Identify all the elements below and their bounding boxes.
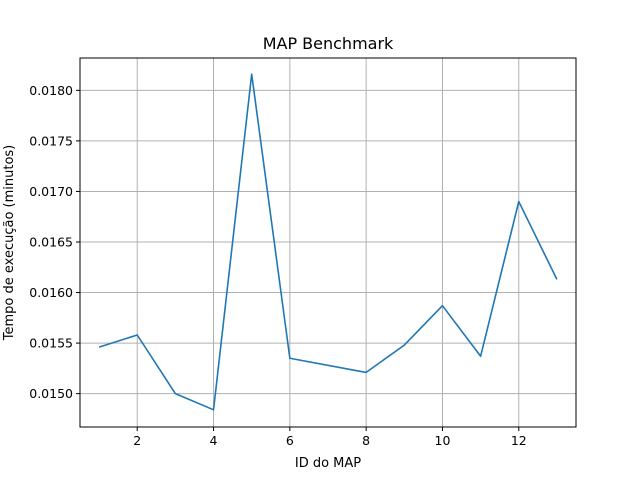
- plot-frame: [79, 57, 577, 428]
- x-tick-label: 6: [286, 433, 294, 448]
- x-axis: 2 4 6 8 10 12: [133, 427, 527, 448]
- y-axis: 0.0150 0.0155 0.0160 0.0165 0.0170 0.0175 0.01…: [29, 83, 80, 401]
- y-tick-label: 0.0180: [29, 83, 73, 98]
- y-tick-label: 0.0150: [29, 386, 73, 401]
- chart-title: MAP Benchmark: [263, 34, 394, 53]
- x-tick-label: 12: [511, 433, 527, 448]
- x-tick-label: 4: [210, 433, 218, 448]
- x-tick-label: 2: [133, 433, 141, 448]
- y-tick-label: 0.0155: [29, 336, 73, 351]
- y-tick-label: 0.0170: [29, 184, 73, 199]
- y-tick-label: 0.0175: [29, 133, 73, 148]
- series-group: [98, 73, 558, 411]
- x-tick-label: 8: [362, 433, 370, 448]
- y-tick-label: 0.0165: [29, 234, 73, 249]
- y-axis-label: Tempo de execução (minutos): [2, 145, 17, 341]
- series-line: [98, 73, 558, 411]
- grid: [80, 58, 576, 427]
- y-tick-label: 0.0160: [29, 285, 73, 300]
- x-axis-label: ID do MAP: [295, 456, 361, 471]
- x-tick-label: 10: [435, 433, 451, 448]
